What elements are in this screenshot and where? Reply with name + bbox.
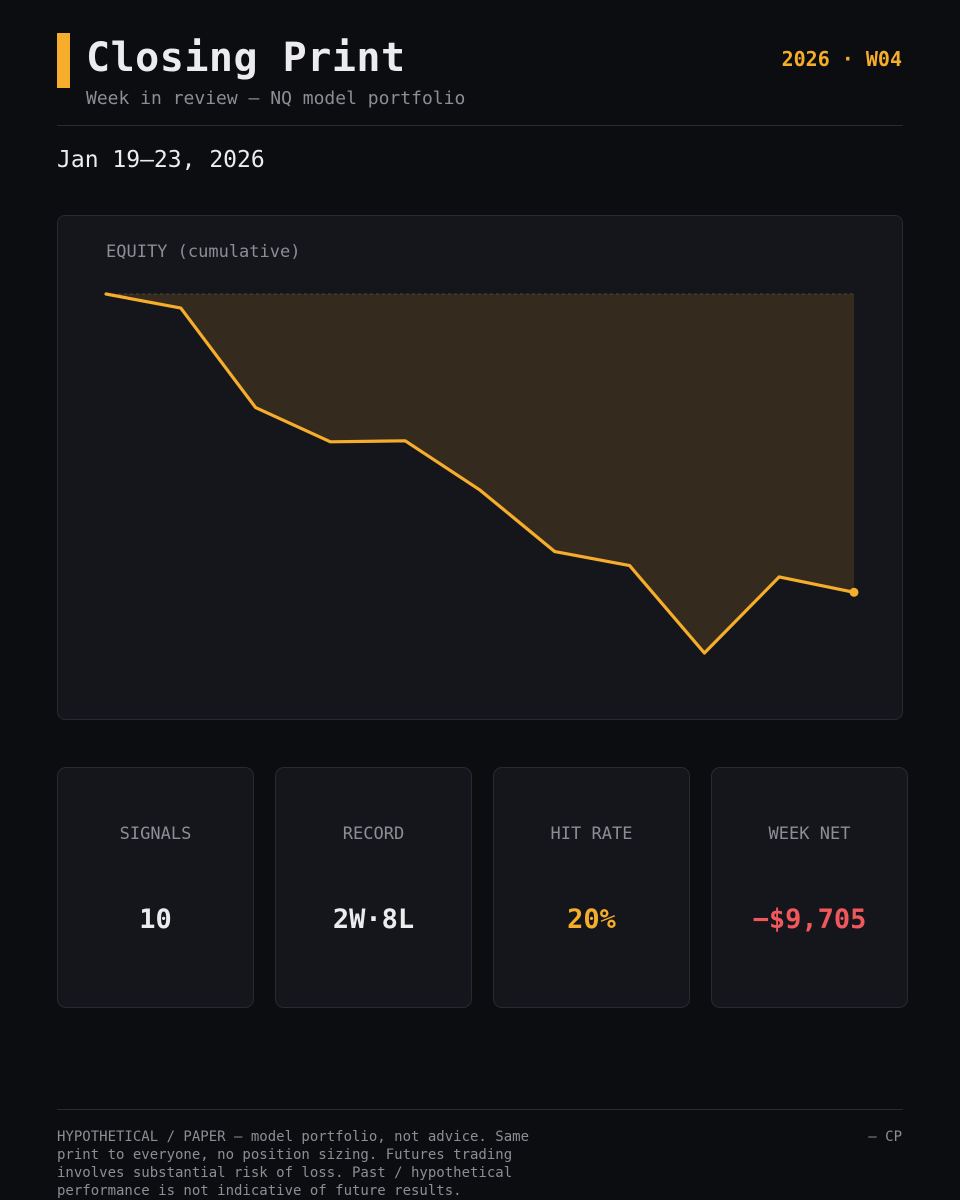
stat-card-record: RECORD 2W·8L xyxy=(275,767,472,1008)
stat-value: 10 xyxy=(139,904,172,935)
stat-label: RECORD xyxy=(342,824,405,844)
stat-value: 2W·8L xyxy=(332,904,415,935)
stat-card-week-net: WEEK NET −$9,705 xyxy=(711,767,908,1008)
stat-value: 20% xyxy=(567,904,616,935)
equity-end-point xyxy=(849,587,859,597)
equity-line xyxy=(104,292,856,655)
header-divider xyxy=(57,125,903,126)
stat-label: SIGNALS xyxy=(119,824,192,844)
stat-label: HIT RATE xyxy=(550,824,633,844)
date-range: Jan 19–23, 2026 xyxy=(57,147,265,173)
page-title: Closing Print xyxy=(86,35,406,81)
chart-title: EQUITY (cumulative) xyxy=(106,242,301,262)
signature: — CP xyxy=(868,1129,902,1145)
stat-label: WEEK NET xyxy=(768,824,851,844)
week-tag: 2026 · W04 xyxy=(781,47,902,71)
footer-divider xyxy=(57,1109,903,1110)
stat-value: −$9,705 xyxy=(752,904,867,935)
disclaimer: HYPOTHETICAL / PAPER — model portfolio, … xyxy=(57,1129,530,1199)
equity-chart xyxy=(104,292,859,655)
equity-area-fill xyxy=(106,294,854,653)
equity-chart-panel: EQUITY (cumulative) xyxy=(57,215,903,720)
stat-card-hit-rate: HIT RATE 20% xyxy=(493,767,690,1008)
stat-card-signals: SIGNALS 10 xyxy=(57,767,254,1008)
page-subtitle: Week in review — NQ model portfolio xyxy=(86,88,466,109)
title-accent-bar xyxy=(57,33,70,88)
